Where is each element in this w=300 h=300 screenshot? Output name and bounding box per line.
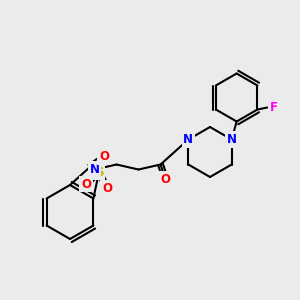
Text: N: N: [227, 133, 237, 146]
Text: S: S: [95, 166, 103, 178]
Text: O: O: [102, 182, 112, 195]
Text: O: O: [81, 178, 91, 190]
Text: F: F: [269, 101, 278, 114]
Text: O: O: [160, 173, 170, 186]
Text: O: O: [99, 150, 109, 164]
Text: N: N: [89, 163, 100, 176]
Text: N: N: [183, 133, 193, 146]
